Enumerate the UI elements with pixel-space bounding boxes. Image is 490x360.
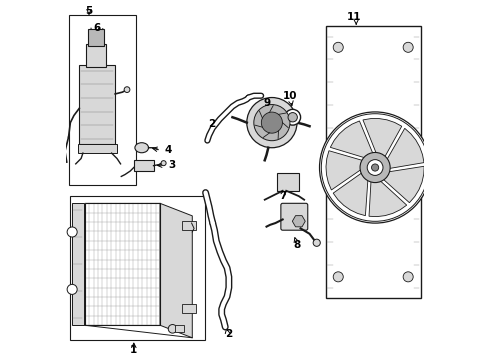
Bar [88,30,104,45]
FancyBboxPatch shape [281,203,308,230]
Circle shape [333,42,343,52]
Text: 8: 8 [294,239,301,249]
Circle shape [371,164,379,171]
Text: 10: 10 [283,91,297,101]
Circle shape [161,161,166,166]
Polygon shape [369,179,407,217]
Circle shape [367,159,383,175]
Circle shape [254,104,290,141]
Circle shape [360,152,390,183]
Circle shape [261,112,282,133]
Bar [72,203,84,325]
Bar [87,44,106,67]
Bar [277,173,299,191]
Polygon shape [386,128,424,169]
Bar [71,196,205,339]
Text: 4: 4 [164,144,171,154]
Polygon shape [363,118,402,158]
Text: 7: 7 [279,191,286,201]
Circle shape [403,42,413,52]
Bar [85,203,160,325]
Circle shape [319,112,431,223]
Circle shape [247,98,297,148]
Text: 2: 2 [225,329,232,339]
Circle shape [67,284,77,294]
Bar [175,325,184,332]
Ellipse shape [135,143,148,153]
Bar [326,26,421,298]
Text: 11: 11 [347,12,362,22]
Bar [181,304,196,313]
Circle shape [313,239,320,246]
Polygon shape [160,203,192,338]
Polygon shape [382,166,424,203]
Bar [134,160,153,171]
Polygon shape [293,216,305,227]
Polygon shape [333,172,368,216]
Text: 6: 6 [93,23,100,33]
Circle shape [288,113,297,122]
Text: 1: 1 [130,345,138,355]
Circle shape [168,324,177,333]
Polygon shape [330,121,373,158]
Circle shape [333,272,343,282]
Circle shape [403,272,413,282]
Circle shape [285,109,300,125]
Bar [79,65,115,144]
Circle shape [67,227,77,237]
Text: 2: 2 [208,120,216,129]
Bar [69,15,136,185]
Bar [181,221,196,230]
Text: 9: 9 [264,98,271,108]
Polygon shape [326,151,365,190]
Circle shape [124,87,130,93]
Text: 5: 5 [85,6,93,17]
Bar [77,144,117,153]
Text: 3: 3 [168,160,175,170]
